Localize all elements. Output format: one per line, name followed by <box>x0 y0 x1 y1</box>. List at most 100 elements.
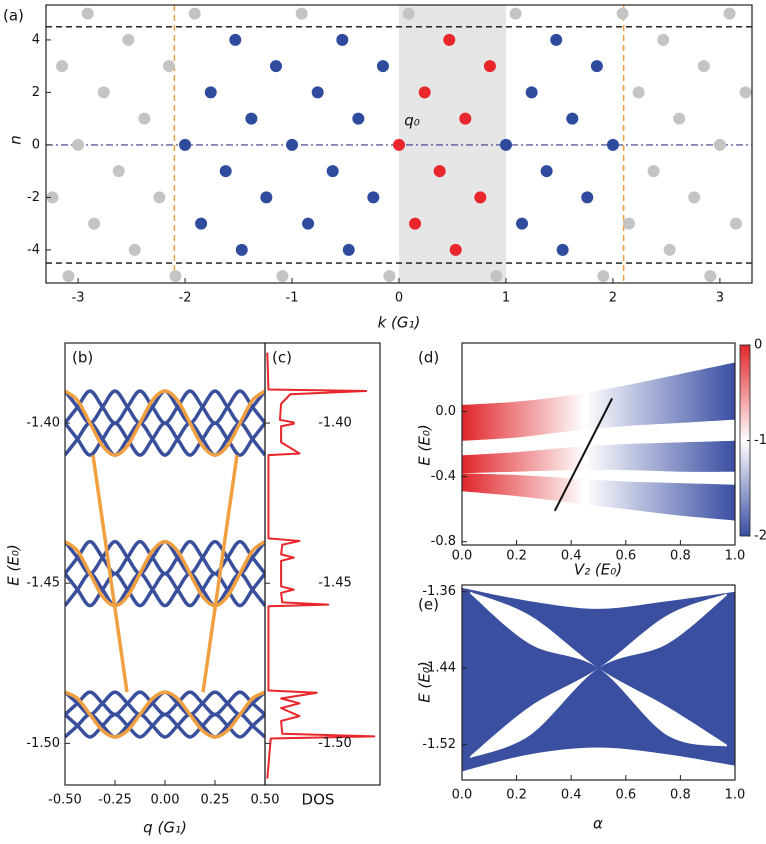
y-tick-label: -1.50 <box>26 736 60 751</box>
dot <box>739 86 752 99</box>
dot <box>376 60 389 73</box>
dot <box>383 270 396 283</box>
dot <box>713 138 726 151</box>
frame <box>264 342 381 786</box>
dot <box>97 86 110 99</box>
curve <box>65 389 265 457</box>
dot <box>163 60 176 73</box>
dot <box>229 33 242 46</box>
y-tick-label: -1.45 <box>318 576 352 591</box>
x-axis-label: q (G₁) <box>143 819 187 837</box>
dot <box>302 217 315 230</box>
dot <box>409 217 422 230</box>
dot <box>128 243 141 256</box>
dot <box>509 7 522 20</box>
colorbar-tick-label: -1 <box>754 433 766 448</box>
y-tick-label: -1.44 <box>422 661 456 676</box>
plot-area <box>266 352 376 779</box>
y-tick-label: -0.8 <box>431 534 456 549</box>
curve <box>65 421 265 457</box>
x-tick-label: 1.0 <box>725 788 746 803</box>
dot <box>204 86 217 99</box>
dot <box>673 112 686 125</box>
dot <box>336 33 349 46</box>
dot <box>138 112 151 125</box>
dot <box>88 217 101 230</box>
curve <box>65 571 265 608</box>
frame <box>461 584 736 781</box>
dot <box>269 60 282 73</box>
x-axis-label: k (G₁) <box>378 314 421 332</box>
curve <box>65 690 265 739</box>
dot <box>62 270 75 283</box>
dot <box>72 138 85 151</box>
shaded-region <box>399 5 506 283</box>
dot <box>697 60 710 73</box>
dot <box>245 112 258 125</box>
band <box>462 473 735 521</box>
dot <box>663 243 676 256</box>
curve <box>65 712 265 739</box>
dot <box>112 165 125 178</box>
x-tick-label: 0.8 <box>670 549 691 564</box>
x-axis-label: α <box>593 815 603 833</box>
x-tick-label: -3 <box>72 291 85 306</box>
x-tick-label: -1 <box>286 291 299 306</box>
band <box>462 362 735 441</box>
dot <box>459 112 472 125</box>
x-tick-label: -0.50 <box>48 793 82 808</box>
x-tick-label: 0.6 <box>615 788 636 803</box>
x-tick-label: 0.2 <box>506 788 527 803</box>
colorbar-tick-label: 0 <box>754 338 762 353</box>
y-tick-label: -4 <box>27 242 40 257</box>
colorbar-tick-label: -2 <box>754 529 766 544</box>
x-tick-label: 1.0 <box>725 549 746 564</box>
dot <box>443 33 456 46</box>
dot <box>688 191 701 204</box>
y-tick-label: 0 <box>32 137 40 152</box>
dot <box>295 7 308 20</box>
dot <box>499 138 512 151</box>
dot <box>393 138 405 151</box>
x-tick-label: 0.00 <box>151 793 180 808</box>
y-tick-label: 2 <box>32 85 40 100</box>
x-tick-label: 0 <box>395 291 403 306</box>
dot <box>286 138 299 151</box>
dot <box>490 270 503 283</box>
dot <box>474 191 487 204</box>
dot <box>581 191 594 204</box>
dot <box>647 165 660 178</box>
dot <box>566 112 579 125</box>
y-axis-label: E (E₀) <box>5 544 23 585</box>
y-tick-label: -1.50 <box>318 736 352 751</box>
dot <box>483 60 496 73</box>
curve <box>65 421 265 457</box>
x-tick-label: 2 <box>609 291 617 306</box>
y-axis-label: n <box>7 135 25 145</box>
dot <box>632 86 645 99</box>
y-tick-label: -1.36 <box>422 584 456 599</box>
curve <box>201 454 239 693</box>
dot <box>657 33 670 46</box>
x-tick-label: -2 <box>179 291 192 306</box>
y-axis-label: E (E₀) <box>416 424 434 465</box>
guide-line <box>553 397 614 512</box>
dot <box>418 86 431 99</box>
x-tick-label: 0.8 <box>670 788 691 803</box>
dot <box>402 7 415 20</box>
dot <box>195 217 208 230</box>
dot <box>597 270 610 283</box>
dot <box>449 243 462 256</box>
panel-label: (d) <box>418 349 439 367</box>
dot <box>622 217 635 230</box>
dot <box>433 165 446 178</box>
x-tick-label: 0.2 <box>506 549 527 564</box>
dot <box>352 112 365 125</box>
dot <box>219 165 232 178</box>
curve <box>65 571 265 608</box>
dot <box>56 60 69 73</box>
dot <box>516 217 529 230</box>
x-tick-label: -0.25 <box>98 793 132 808</box>
dot <box>525 86 538 99</box>
